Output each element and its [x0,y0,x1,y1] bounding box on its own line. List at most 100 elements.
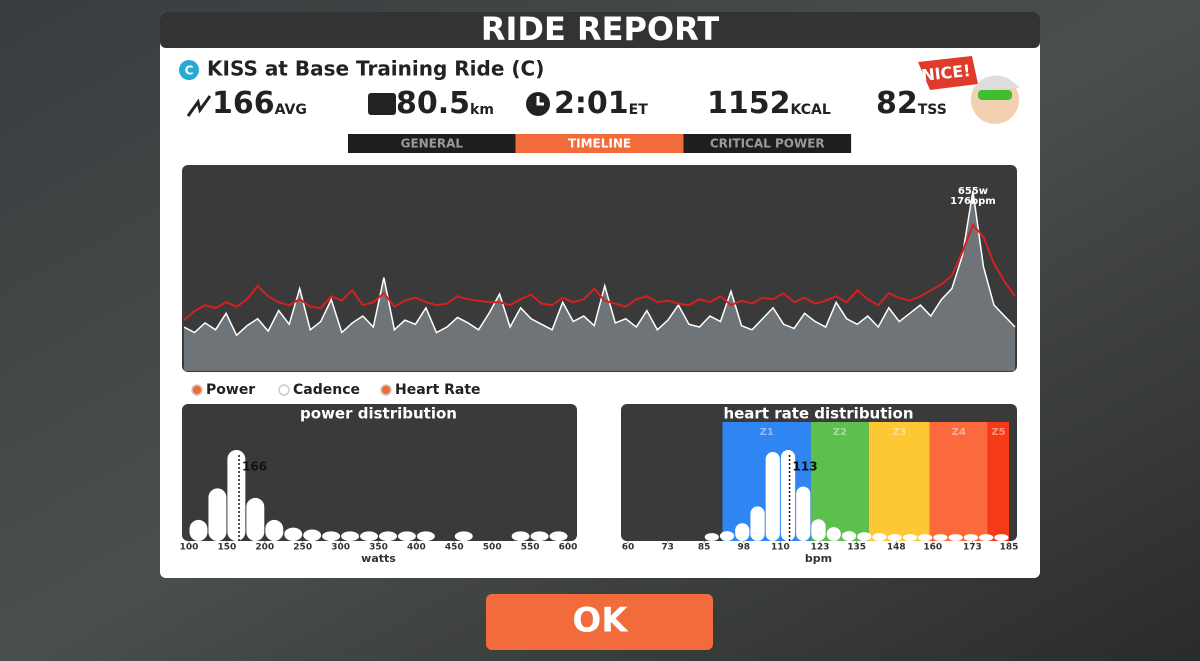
hist-bubble [360,531,378,541]
x-tick-label: 250 [293,543,312,553]
x-tick-label: 98 [738,543,751,553]
stat-value: 80.5 [396,86,470,121]
nice-bubble [918,56,978,90]
legend-dot [380,384,392,396]
legend-label: Cadence [293,382,360,398]
stat-unit: ET [629,102,649,118]
x-tick-label: 73 [661,543,674,553]
hist-bubble [963,534,979,541]
clock-hand [536,96,544,106]
hist-bubble [303,529,322,541]
hist-bubble [918,534,933,541]
hist-bubble [948,534,963,541]
tab-label[interactable]: TIMELINE [568,137,631,151]
hist-bubble [416,531,435,541]
hist-bubble [454,531,473,541]
x-tick-label: 185 [1000,543,1019,553]
stat: 1152KCAL [707,86,831,121]
average-label: 113 [793,460,818,474]
hist-bubble [284,527,303,541]
hist-bubble [887,534,902,541]
tab-label[interactable]: CRITICAL POWER [710,137,825,151]
hist-bubble [765,451,780,541]
stat: 82TSS [876,86,947,121]
stat: 80.5km [396,86,494,121]
x-tick-label: 110 [771,543,790,553]
hist-bubble [511,531,530,541]
hist-bubble [246,497,265,541]
hist-bubble [933,534,948,541]
nice-badge: NICE! [918,56,1020,124]
x-tick-label: 150 [218,543,237,553]
hist-title: heart rate distribution [723,405,913,423]
power-area [184,191,1015,371]
hist-bubble [265,519,284,541]
power-dist-panel [182,404,577,541]
hist-bubble [341,531,360,541]
average-label: 166 [242,460,267,474]
category-letter: C [185,64,194,78]
stat: 166AVG [212,86,307,121]
hist-bubble [902,534,918,541]
x-tick-label: 500 [483,543,502,553]
ok-label[interactable]: OK [572,601,629,641]
hr-distribution: Z1 Z2 Z3 Z4 Z5 heart rate distribution 113 60 73… [622,405,1019,566]
stat-value: 1152 [707,86,791,121]
hist-bubble [780,450,796,541]
peak-power-label: 655w [958,186,988,197]
power-line [183,190,1016,337]
zone-label: Z3 [892,427,906,438]
x-tick-label: 160 [923,543,942,553]
avatar-glasses [978,90,1012,100]
timeline-legend: Power Cadence Heart Rate [191,382,481,398]
zone-label: Z4 [952,427,966,438]
panel-header [160,12,1040,48]
hist-bubble [530,531,549,541]
x-tick-label: 85 [698,543,711,553]
hist-bubble [872,533,887,541]
legend-dot [191,384,203,396]
distance-icon [368,93,396,115]
x-axis-label: bpm [805,552,832,565]
stat: 2:01ET [554,86,648,121]
x-tick-label: 300 [331,543,350,553]
stat-unit: KCAL [791,102,831,118]
tab[interactable] [683,134,852,153]
power-distribution: power distribution 166 100 150 200 250 300 350 4… [180,405,578,566]
x-tick-label: 100 [180,543,199,553]
tab-label[interactable]: GENERAL [401,137,464,151]
legend-label: Heart Rate [395,382,481,398]
legend-dot [278,384,290,396]
ride-name: KISS at Base Training Ride (C) [207,57,544,81]
hist-bubble [227,450,246,541]
x-tick-label: 148 [887,543,906,553]
stat-value: 82 [876,86,918,121]
hist-bubble [796,486,811,541]
x-tick-label: 350 [369,543,388,553]
zone-band [868,422,930,541]
hist-bubble [811,519,826,541]
title: RIDE REPORT [481,10,719,48]
tab[interactable] [515,134,684,153]
heart-rate-line [183,223,1016,321]
hist-bubble [719,531,735,541]
ok-button[interactable] [486,594,713,650]
hist-bubble [322,531,341,541]
x-tick-label: 60 [622,543,635,553]
stats-row: 166AVG 80.5km 2:01ET 1152KCAL 82TSS [212,86,947,121]
x-tick-label: 173 [963,543,982,553]
legend-label: Power [206,382,255,398]
x-tick-label: 123 [811,543,830,553]
x-tick-label: 600 [559,543,578,553]
hist-bubble [841,531,857,541]
hist-bubble [704,533,719,541]
tab[interactable] [348,134,516,153]
zone-label: Z5 [991,427,1005,438]
stat-value: 2:01 [554,86,629,121]
hist-title: power distribution [300,405,457,423]
x-tick-label: 450 [445,543,464,553]
hist-bubble [750,506,765,541]
stat-unit: TSS [918,102,947,118]
